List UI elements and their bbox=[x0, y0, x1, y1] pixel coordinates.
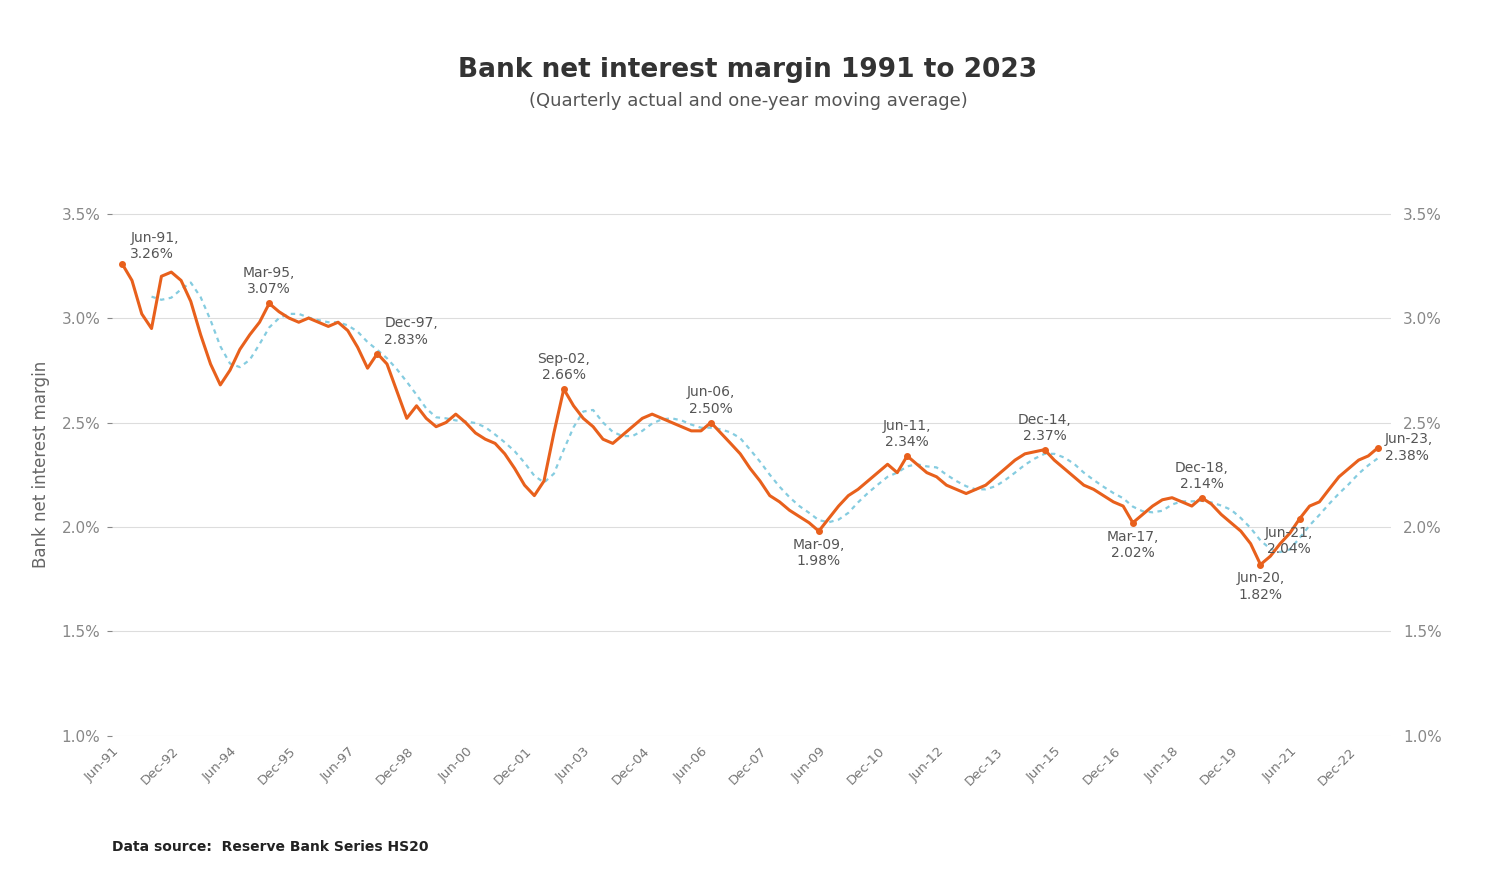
Text: (Quarterly actual and one-year moving average): (Quarterly actual and one-year moving av… bbox=[528, 92, 968, 110]
Text: Jun-20,
1.82%: Jun-20, 1.82% bbox=[1236, 571, 1285, 602]
Text: Dec-18,
2.14%: Dec-18, 2.14% bbox=[1174, 461, 1228, 491]
Text: Jun-21,
2.04%: Jun-21, 2.04% bbox=[1264, 526, 1313, 555]
Text: Mar-95,
3.07%: Mar-95, 3.07% bbox=[242, 266, 295, 296]
Text: Sep-02,
2.66%: Sep-02, 2.66% bbox=[537, 352, 591, 382]
Text: Dec-14,
2.37%: Dec-14, 2.37% bbox=[1017, 413, 1071, 442]
Text: Jun-06,
2.50%: Jun-06, 2.50% bbox=[687, 385, 735, 415]
Text: Mar-09,
1.98%: Mar-09, 1.98% bbox=[793, 538, 845, 569]
Text: Data source:  Reserve Bank Series HS20: Data source: Reserve Bank Series HS20 bbox=[112, 840, 429, 854]
Text: Mar-17,
2.02%: Mar-17, 2.02% bbox=[1107, 530, 1159, 560]
Text: Bank net interest margin 1991 to 2023: Bank net interest margin 1991 to 2023 bbox=[458, 57, 1038, 83]
Y-axis label: Bank net interest margin: Bank net interest margin bbox=[33, 361, 51, 568]
Text: Dec-97,
2.83%: Dec-97, 2.83% bbox=[384, 316, 438, 347]
Text: Jun-91,
3.26%: Jun-91, 3.26% bbox=[130, 230, 180, 261]
Text: Jun-11,
2.34%: Jun-11, 2.34% bbox=[883, 419, 932, 449]
Text: Jun-23,
2.38%: Jun-23, 2.38% bbox=[1385, 433, 1433, 463]
